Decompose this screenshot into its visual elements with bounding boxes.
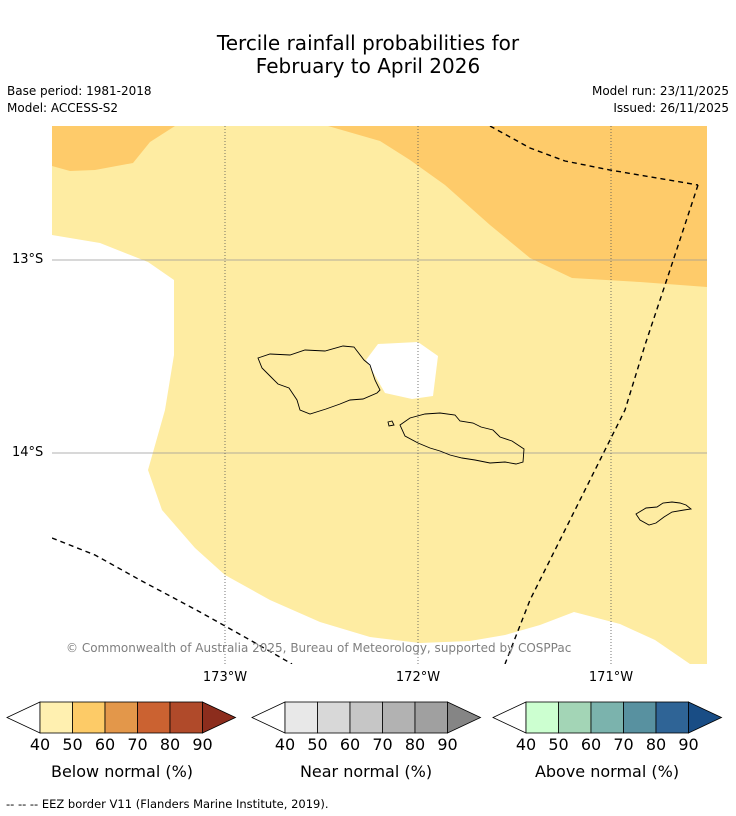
colorbar-above-tick-70: 70 bbox=[613, 735, 633, 754]
colorbar-below-box-40 bbox=[39, 701, 73, 734]
colorbar-above-box-60 bbox=[590, 701, 624, 734]
colorbar-above-tick-80: 80 bbox=[646, 735, 666, 754]
colorbar-below-max-triangle bbox=[202, 701, 237, 734]
colorbar-below-box-80 bbox=[169, 701, 203, 734]
colorbar-above-box-80 bbox=[655, 701, 689, 734]
white-patch bbox=[366, 342, 438, 399]
islands bbox=[257, 345, 693, 526]
colorbar-near-box-50 bbox=[317, 701, 351, 734]
colorbar-near-box-70 bbox=[382, 701, 416, 734]
colorbars: 40 50 60 70 80 90 40 50 60 70 80 90 40 50 60 70 80 90 bbox=[6, 701, 723, 754]
colorbar-near-box-40 bbox=[284, 701, 318, 734]
colorbar-near-box-80 bbox=[414, 701, 448, 734]
colorbar-label-below: Below normal (%) bbox=[50, 762, 194, 781]
lat-label-14s: 14°S bbox=[12, 445, 44, 460]
colorbar-below-tick-80: 80 bbox=[160, 735, 180, 754]
colorbar-below-box-60 bbox=[104, 701, 138, 734]
colorbar-above-tick-60: 60 bbox=[581, 735, 601, 754]
colorbar-near-tick-40: 40 bbox=[275, 735, 295, 754]
colorbar-near-tick-90: 90 bbox=[437, 735, 457, 754]
colorbar-above-tick-90: 90 bbox=[678, 735, 698, 754]
eez-border-east bbox=[504, 184, 699, 664]
colorbar-above-box-40 bbox=[525, 701, 559, 734]
below-normal-50-60-ne bbox=[328, 126, 707, 287]
title-line-1: Tercile rainfall probabilities for bbox=[216, 31, 520, 55]
colorbar-above-min-triangle bbox=[492, 701, 527, 734]
colorbar-below-box-50 bbox=[72, 701, 106, 734]
colorbar-below-tick-90: 90 bbox=[192, 735, 212, 754]
colorbar-near-tick-60: 60 bbox=[340, 735, 360, 754]
colorbar-above-max-triangle bbox=[688, 701, 723, 734]
colorbar-near-box-60 bbox=[349, 701, 383, 734]
colorbar-below-box-70 bbox=[137, 701, 171, 734]
eez-border-southwest bbox=[52, 537, 293, 664]
colorbar-label-near: Near normal (%) bbox=[299, 762, 433, 781]
colorbar-below-tick-70: 70 bbox=[127, 735, 147, 754]
gridlines bbox=[52, 126, 707, 664]
model-run: Model run: 23/11/2025 bbox=[591, 84, 729, 98]
colorbar-near-tick-70: 70 bbox=[372, 735, 392, 754]
colorbar-above-box-50 bbox=[558, 701, 592, 734]
manono-island bbox=[387, 420, 395, 427]
upolu-island bbox=[399, 412, 525, 465]
eez-legend-footer: -- -- -- EEZ border V11 (Flanders Marine… bbox=[6, 797, 329, 811]
colorbar-above-tick-40: 40 bbox=[516, 735, 536, 754]
issued-date: Issued: 26/11/2025 bbox=[613, 101, 729, 115]
savaii-island bbox=[257, 345, 381, 415]
below-normal-50-60-nw bbox=[52, 126, 175, 171]
colorbar-below-tick-60: 60 bbox=[95, 735, 115, 754]
colorbar-below-tick-50: 50 bbox=[62, 735, 82, 754]
lat-label-13s: 13°S bbox=[12, 252, 44, 267]
model-name: Model: ACCESS-S2 bbox=[7, 101, 119, 115]
lon-label-171w: 171°W bbox=[588, 670, 634, 685]
colorbar-label-above: Above normal (%) bbox=[534, 762, 680, 781]
title-line-2: February to April 2026 bbox=[255, 54, 481, 78]
colorbar-near-tick-80: 80 bbox=[405, 735, 425, 754]
colorbar-below-tick-40: 40 bbox=[30, 735, 50, 754]
tutuila-island bbox=[635, 501, 693, 526]
colorbar-near-min-triangle bbox=[251, 701, 286, 734]
colorbar-near-tick-50: 50 bbox=[307, 735, 327, 754]
eez-border-north bbox=[489, 126, 699, 186]
colorbar-near-max-triangle bbox=[447, 701, 482, 734]
lon-label-173w: 173°W bbox=[202, 670, 248, 685]
colorbar-above-box-70 bbox=[623, 701, 657, 734]
lon-label-172w: 172°W bbox=[395, 670, 441, 685]
colorbar-below-min-triangle bbox=[6, 701, 41, 734]
base-period: Base period: 1981-2018 bbox=[7, 84, 152, 98]
colorbar-above-tick-50: 50 bbox=[548, 735, 568, 754]
copyright-notice: © Commonwealth of Australia 2025, Bureau… bbox=[66, 641, 572, 655]
